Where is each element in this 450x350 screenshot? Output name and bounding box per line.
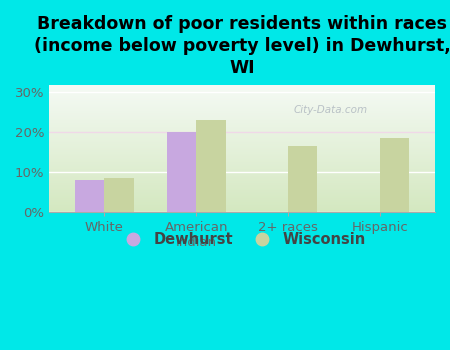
Bar [104, 178, 134, 212]
Bar [167, 132, 196, 212]
Bar [75, 180, 104, 212]
Text: City-Data.com: City-Data.com [294, 105, 368, 115]
Title: Breakdown of poor residents within races
(income below poverty level) in Dewhurs: Breakdown of poor residents within races… [34, 15, 450, 77]
Bar [288, 146, 317, 212]
Bar [196, 120, 225, 212]
Bar [380, 138, 410, 212]
Legend: Dewhurst, Wisconsin: Dewhurst, Wisconsin [112, 226, 372, 253]
